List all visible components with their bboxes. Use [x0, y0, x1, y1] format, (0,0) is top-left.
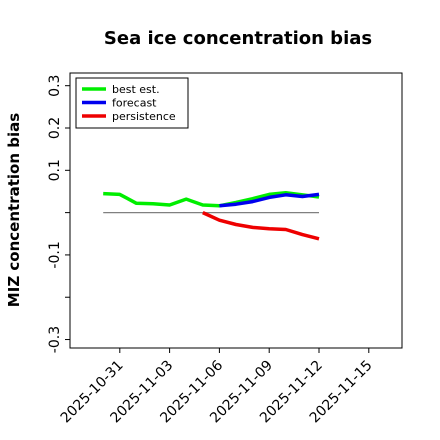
chart-title: Sea ice concentration bias	[104, 28, 372, 49]
y-axis-label: MIZ concentration bias	[5, 113, 23, 307]
y-tick-label: 0.1	[47, 159, 63, 181]
y-tick-label: 0.2	[47, 117, 63, 139]
legend-label: forecast	[112, 97, 157, 110]
series-line-best-est	[103, 190, 320, 208]
series-line-forecast	[219, 192, 320, 208]
legend-label: persistence	[112, 110, 176, 123]
legend-label: best est.	[112, 83, 160, 96]
y-tick-label: -0.3	[47, 326, 63, 353]
plot-area-frame	[69, 72, 403, 349]
y-tick-label: 0.3	[47, 75, 63, 97]
y-tick-label: -0.1	[47, 241, 63, 268]
series-line-persistence	[202, 211, 320, 241]
